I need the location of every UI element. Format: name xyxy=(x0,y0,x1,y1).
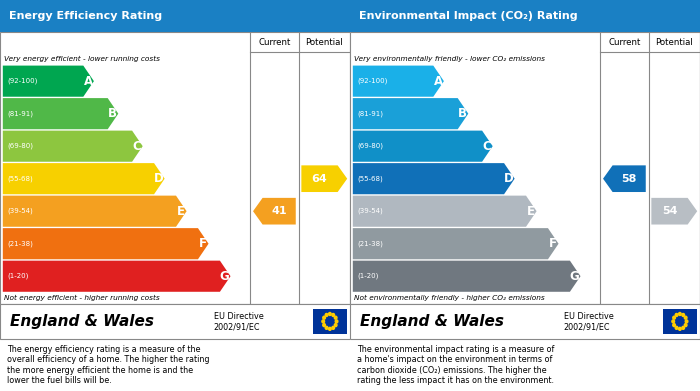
Text: G: G xyxy=(220,270,230,283)
Text: (81-91): (81-91) xyxy=(7,110,33,117)
Polygon shape xyxy=(603,165,645,192)
Text: The environmental impact rating is a measure of
a home's impact on the environme: The environmental impact rating is a mea… xyxy=(357,345,554,385)
Text: A: A xyxy=(433,75,442,88)
Text: C: C xyxy=(482,140,491,152)
Text: Very energy efficient - lower running costs: Very energy efficient - lower running co… xyxy=(4,56,160,63)
Circle shape xyxy=(685,320,688,323)
Bar xyxy=(314,309,346,334)
Text: D: D xyxy=(154,172,164,185)
Text: (21-38): (21-38) xyxy=(7,240,33,247)
Text: (55-68): (55-68) xyxy=(357,176,383,182)
Polygon shape xyxy=(353,131,493,162)
Polygon shape xyxy=(3,98,118,129)
Circle shape xyxy=(326,326,328,329)
Text: The energy efficiency rating is a measure of the
overall efficiency of a home. T: The energy efficiency rating is a measur… xyxy=(7,345,209,385)
Text: (92-100): (92-100) xyxy=(7,78,37,84)
Polygon shape xyxy=(353,228,559,259)
Polygon shape xyxy=(353,196,537,227)
Bar xyxy=(0,304,350,339)
Circle shape xyxy=(682,314,685,316)
Text: E: E xyxy=(527,205,535,218)
Circle shape xyxy=(672,320,675,323)
Bar xyxy=(350,304,700,339)
Polygon shape xyxy=(353,66,444,97)
Circle shape xyxy=(328,327,331,330)
Text: (1-20): (1-20) xyxy=(357,273,379,280)
Polygon shape xyxy=(3,131,143,162)
Polygon shape xyxy=(253,198,295,224)
Text: Not energy efficient - higher running costs: Not energy efficient - higher running co… xyxy=(4,295,160,301)
Polygon shape xyxy=(302,165,347,192)
Circle shape xyxy=(323,316,326,319)
Text: (69-80): (69-80) xyxy=(357,143,383,149)
Text: Potential: Potential xyxy=(305,38,343,47)
Text: (81-91): (81-91) xyxy=(357,110,383,117)
Bar xyxy=(350,0,700,32)
Polygon shape xyxy=(3,261,230,292)
Polygon shape xyxy=(353,163,514,194)
Circle shape xyxy=(335,324,337,326)
Bar xyxy=(0,32,350,304)
Polygon shape xyxy=(3,163,164,194)
Text: Current: Current xyxy=(258,38,290,47)
Text: Current: Current xyxy=(608,38,640,47)
Circle shape xyxy=(323,324,326,326)
Text: Energy Efficiency Rating: Energy Efficiency Rating xyxy=(8,11,162,21)
Circle shape xyxy=(328,312,331,316)
Text: F: F xyxy=(199,237,206,250)
Text: G: G xyxy=(570,270,580,283)
Text: Potential: Potential xyxy=(655,38,693,47)
Circle shape xyxy=(678,312,681,316)
Text: (1-20): (1-20) xyxy=(7,273,29,280)
Circle shape xyxy=(335,316,337,319)
Text: E: E xyxy=(177,205,185,218)
Circle shape xyxy=(676,314,678,316)
Polygon shape xyxy=(3,228,209,259)
Circle shape xyxy=(673,324,675,326)
Text: (69-80): (69-80) xyxy=(7,143,33,149)
Text: C: C xyxy=(132,140,141,152)
Circle shape xyxy=(326,314,328,316)
Text: (39-54): (39-54) xyxy=(357,208,383,214)
Circle shape xyxy=(685,324,687,326)
Circle shape xyxy=(676,326,678,329)
Text: A: A xyxy=(83,75,92,88)
Text: 64: 64 xyxy=(312,174,328,184)
Circle shape xyxy=(332,326,335,329)
Circle shape xyxy=(678,327,681,330)
Circle shape xyxy=(332,314,335,316)
Text: (92-100): (92-100) xyxy=(357,78,387,84)
Bar xyxy=(350,32,700,304)
Circle shape xyxy=(673,316,675,319)
Text: EU Directive
2002/91/EC: EU Directive 2002/91/EC xyxy=(214,312,263,331)
Polygon shape xyxy=(353,261,580,292)
Polygon shape xyxy=(353,98,468,129)
Text: B: B xyxy=(458,107,467,120)
Text: F: F xyxy=(549,237,557,250)
Text: B: B xyxy=(108,107,117,120)
Circle shape xyxy=(682,326,685,329)
Bar xyxy=(0,0,350,32)
Text: Environmental Impact (CO₂) Rating: Environmental Impact (CO₂) Rating xyxy=(358,11,578,21)
Bar xyxy=(664,309,696,334)
Text: D: D xyxy=(504,172,514,185)
Text: EU Directive
2002/91/EC: EU Directive 2002/91/EC xyxy=(564,312,613,331)
Circle shape xyxy=(685,316,687,319)
Polygon shape xyxy=(3,196,187,227)
Text: Not environmentally friendly - higher CO₂ emissions: Not environmentally friendly - higher CO… xyxy=(354,295,545,301)
Text: (21-38): (21-38) xyxy=(357,240,383,247)
Circle shape xyxy=(322,320,325,323)
Polygon shape xyxy=(3,66,94,97)
Polygon shape xyxy=(651,198,697,224)
Text: 41: 41 xyxy=(272,206,287,216)
Text: Very environmentally friendly - lower CO₂ emissions: Very environmentally friendly - lower CO… xyxy=(354,56,545,63)
Text: England & Wales: England & Wales xyxy=(360,314,505,329)
Text: (39-54): (39-54) xyxy=(7,208,33,214)
Text: 58: 58 xyxy=(622,174,637,184)
Text: 54: 54 xyxy=(662,206,678,216)
Text: (55-68): (55-68) xyxy=(7,176,33,182)
Circle shape xyxy=(335,320,338,323)
Text: England & Wales: England & Wales xyxy=(10,314,155,329)
